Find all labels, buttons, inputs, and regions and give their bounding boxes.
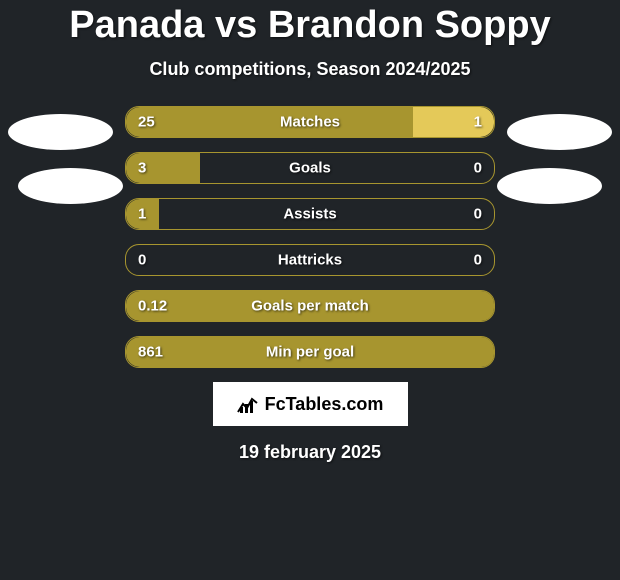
- stat-row: 25 1 Matches: [125, 106, 495, 138]
- page-title: Panada vs Brandon Soppy: [0, 0, 620, 47]
- value-right: 0: [474, 252, 482, 269]
- stat-label: Goals per match: [251, 298, 369, 315]
- value-right: 0: [474, 160, 482, 177]
- bar-left: [126, 107, 413, 137]
- value-right: 0: [474, 206, 482, 223]
- chart-icon: [237, 394, 259, 414]
- value-left: 3: [138, 160, 146, 177]
- footer-logo-text: FcTables.com: [265, 394, 384, 415]
- comparison-zone: 25 1 Matches 3 0 Goals 1 0 Assists 0 0 Hattricks 0.1…: [0, 106, 620, 368]
- stat-bars: 25 1 Matches 3 0 Goals 1 0 Assists 0 0 Hattricks 0.1…: [125, 106, 495, 368]
- value-left: 25: [138, 114, 155, 131]
- player-a-avatar-1: [8, 114, 113, 150]
- stat-row: 0.12 Goals per match: [125, 290, 495, 322]
- subtitle: Club competitions, Season 2024/2025: [0, 59, 620, 80]
- value-right: 1: [474, 114, 482, 131]
- value-left: 0.12: [138, 298, 167, 315]
- stat-label: Matches: [280, 114, 340, 131]
- stat-label: Hattricks: [278, 252, 342, 269]
- date-text: 19 february 2025: [0, 442, 620, 463]
- stat-label: Assists: [283, 206, 336, 223]
- stat-row: 861 Min per goal: [125, 336, 495, 368]
- value-left: 1: [138, 206, 146, 223]
- player-b-avatar-1: [507, 114, 612, 150]
- stat-row: 0 0 Hattricks: [125, 244, 495, 276]
- footer-logo: FcTables.com: [213, 382, 408, 426]
- stat-label: Min per goal: [266, 344, 354, 361]
- value-left: 861: [138, 344, 163, 361]
- stat-label: Goals: [289, 160, 331, 177]
- stat-row: 3 0 Goals: [125, 152, 495, 184]
- stat-row: 1 0 Assists: [125, 198, 495, 230]
- value-left: 0: [138, 252, 146, 269]
- player-a-avatar-2: [18, 168, 123, 204]
- player-b-avatar-2: [497, 168, 602, 204]
